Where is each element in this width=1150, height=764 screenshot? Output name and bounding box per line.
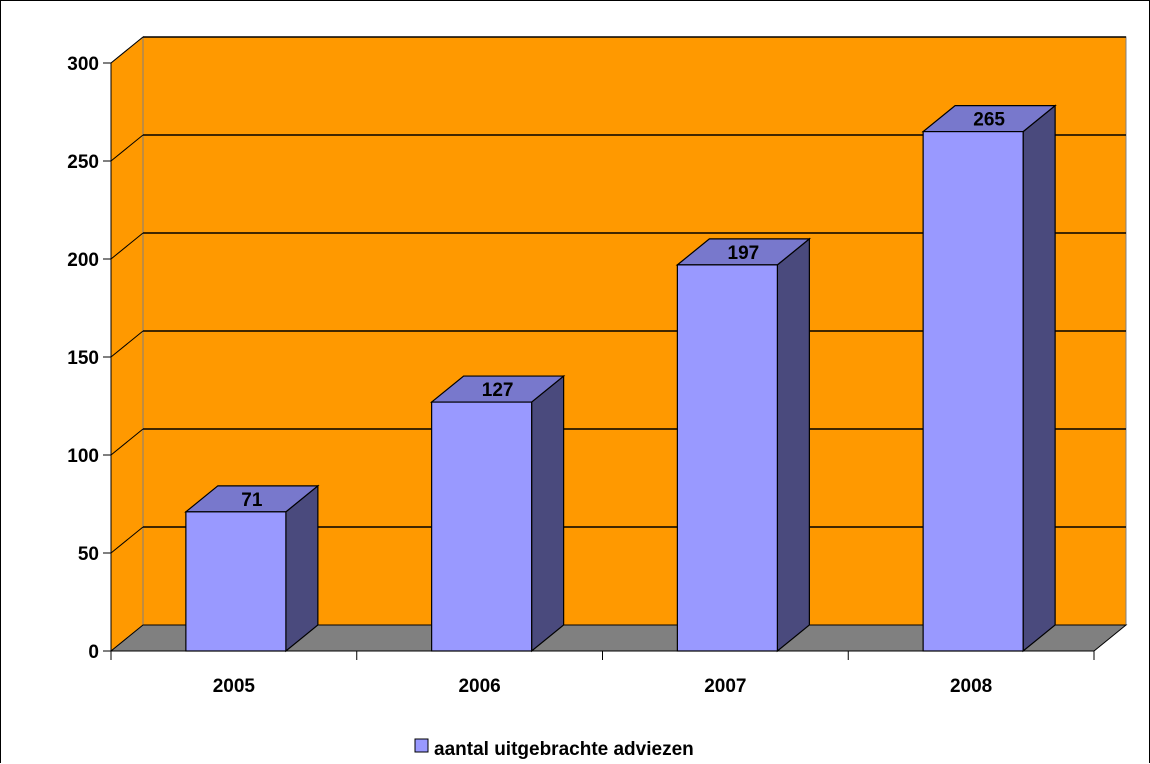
bar-side	[1022, 104, 1056, 653]
y-tick-label: 300	[67, 54, 99, 75]
data-label: 127	[482, 380, 514, 401]
data-label: 71	[241, 490, 263, 511]
bar-side	[531, 374, 565, 653]
y-tick-label: 250	[67, 152, 99, 173]
y-tick-label: 100	[67, 446, 99, 467]
x-tick-label: 2005	[213, 676, 256, 697]
legend-label: aantal uitgebrachte adviezen	[434, 739, 694, 760]
y-tick-label: 200	[67, 250, 99, 271]
bar	[185, 511, 287, 652]
gridline-side	[110, 232, 144, 260]
gridline-side	[110, 428, 144, 456]
y-tick-label: 150	[67, 348, 99, 369]
x-tick-label: 2007	[704, 676, 746, 697]
gridline-side	[110, 330, 144, 358]
gridline-side	[110, 36, 144, 64]
bar	[431, 401, 533, 652]
y-tick-label: 0	[88, 642, 99, 663]
x-tick-label: 2008	[950, 676, 992, 697]
data-label: 197	[728, 243, 760, 264]
bar	[676, 264, 778, 652]
bar	[922, 131, 1024, 652]
gridline-side	[110, 526, 144, 554]
legend-swatch	[414, 738, 429, 753]
gridline-side	[110, 134, 144, 162]
bar-side	[285, 484, 319, 653]
legend: aantal uitgebrachte adviezen	[414, 738, 694, 760]
x-tick-label: 2006	[458, 676, 500, 697]
data-labels: 71 127 197 265	[241, 110, 1005, 511]
y-tick-label: 50	[78, 544, 99, 565]
bar-side	[776, 237, 810, 653]
bars	[184, 104, 1057, 653]
data-label: 265	[973, 110, 1005, 131]
